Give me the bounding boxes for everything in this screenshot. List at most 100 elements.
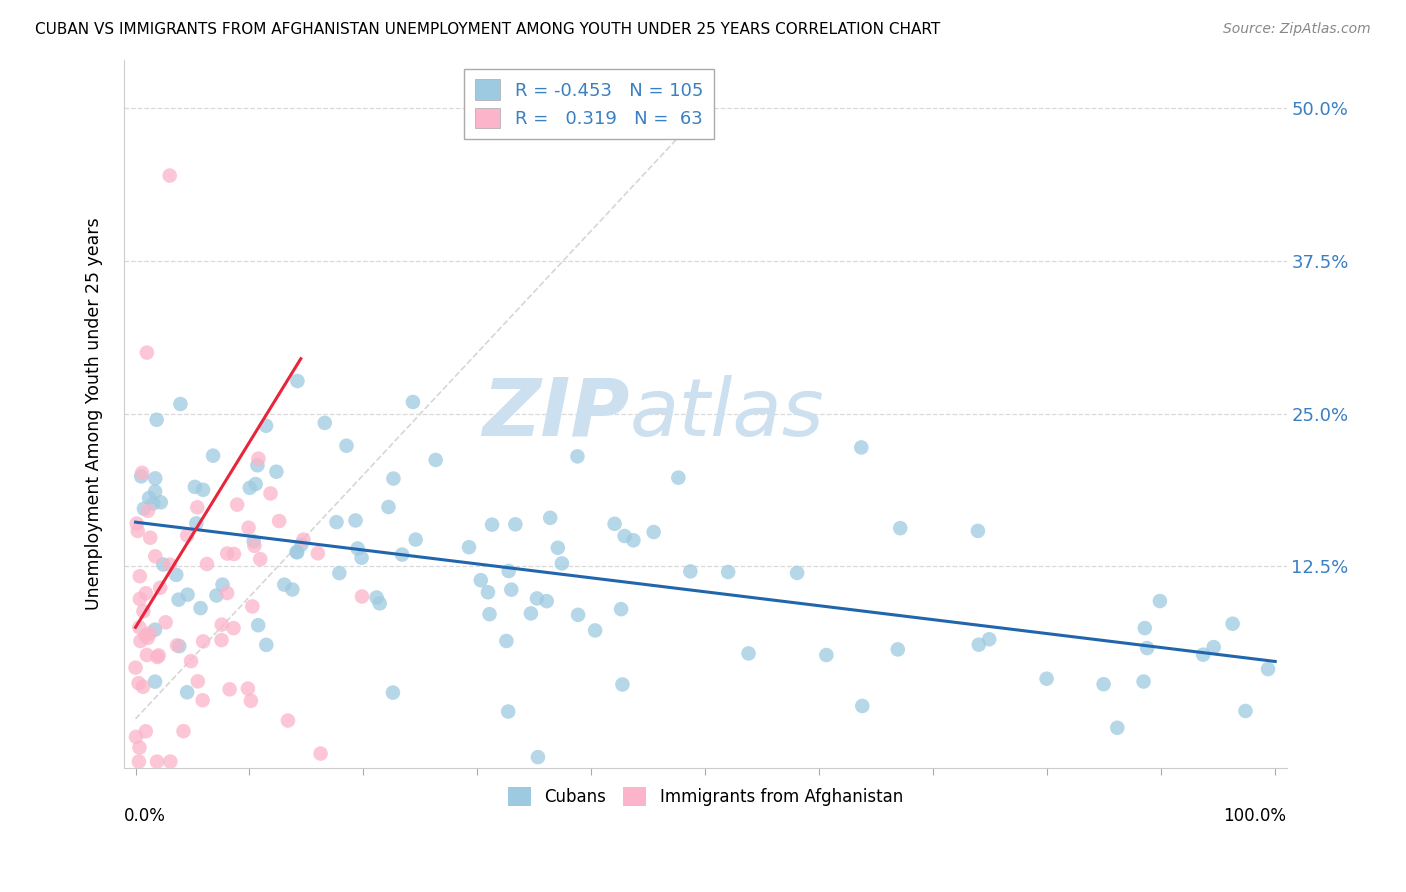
Point (887, 642, 910, 657)
Point (567, 607, 589, 622)
Point (149, 495, 172, 509)
Point (247, 451, 270, 466)
Point (666, 470, 689, 484)
Point (143, 623, 166, 637)
Point (145, 413, 167, 427)
Point (191, 693, 214, 707)
Point (249, 552, 271, 566)
Point (254, 638, 277, 652)
Point (218, 682, 240, 697)
Point (458, 540, 481, 554)
Point (217, 586, 239, 600)
Point (169, 639, 191, 653)
Point (169, 397, 191, 411)
Point (498, 564, 520, 578)
Point (184, 480, 207, 494)
Point (391, 548, 413, 562)
Point (1202, 640, 1225, 654)
Point (328, 566, 350, 580)
Point (159, 169, 181, 183)
Point (496, 705, 519, 719)
Point (146, 650, 169, 665)
Point (125, 730, 148, 744)
Point (148, 648, 170, 663)
Point (142, 496, 165, 510)
Point (187, 674, 209, 689)
Point (136, 504, 159, 518)
Point (290, 537, 312, 551)
Point (159, 755, 181, 769)
Point (254, 418, 277, 433)
Point (125, 516, 148, 531)
Point (481, 517, 503, 532)
Point (979, 632, 1001, 647)
Point (155, 615, 177, 630)
Point (717, 565, 740, 579)
Point (1107, 721, 1129, 735)
Point (129, 469, 152, 483)
Point (277, 714, 299, 728)
Point (1234, 704, 1257, 718)
Text: 100.0%: 100.0% (1223, 806, 1286, 824)
Point (1149, 594, 1171, 608)
Point (377, 500, 399, 514)
Text: Source: ZipAtlas.com: Source: ZipAtlas.com (1223, 22, 1371, 37)
Point (623, 533, 645, 548)
Point (292, 533, 315, 547)
Point (851, 698, 873, 713)
Point (172, 724, 194, 739)
Point (211, 577, 233, 591)
Point (309, 747, 332, 761)
Point (135, 345, 157, 359)
Point (287, 374, 309, 388)
Point (128, 740, 150, 755)
Point (176, 588, 198, 602)
Point (132, 604, 155, 618)
Point (132, 501, 155, 516)
Point (1192, 648, 1215, 662)
Point (1222, 616, 1244, 631)
Point (247, 618, 270, 632)
Point (335, 439, 357, 453)
Point (136, 631, 159, 645)
Point (470, 573, 492, 587)
Point (526, 591, 548, 606)
Point (176, 528, 198, 542)
Point (967, 638, 990, 652)
Point (180, 654, 202, 668)
Point (135, 628, 157, 642)
Point (643, 524, 665, 539)
Point (567, 450, 589, 464)
Point (245, 477, 267, 491)
Point (610, 602, 633, 616)
Point (132, 680, 155, 694)
Point (325, 515, 347, 529)
Point (402, 395, 425, 409)
Point (143, 674, 166, 689)
Point (1136, 641, 1159, 656)
Point (138, 491, 160, 505)
Point (501, 582, 523, 597)
Point (243, 539, 266, 553)
Point (242, 599, 264, 614)
Point (191, 634, 214, 648)
Point (238, 521, 260, 535)
Point (967, 524, 990, 538)
Point (202, 449, 225, 463)
Point (128, 569, 150, 583)
Point (226, 498, 249, 512)
Point (495, 634, 517, 648)
Point (269, 514, 291, 528)
Point (1133, 621, 1156, 635)
Point (222, 621, 245, 635)
Point (191, 483, 214, 497)
Point (186, 500, 208, 515)
Point (520, 607, 543, 621)
Point (139, 531, 162, 545)
Point (129, 634, 152, 648)
Point (889, 521, 911, 535)
Point (159, 558, 181, 572)
Point (139, 626, 162, 640)
Point (285, 545, 308, 559)
Point (143, 484, 166, 499)
